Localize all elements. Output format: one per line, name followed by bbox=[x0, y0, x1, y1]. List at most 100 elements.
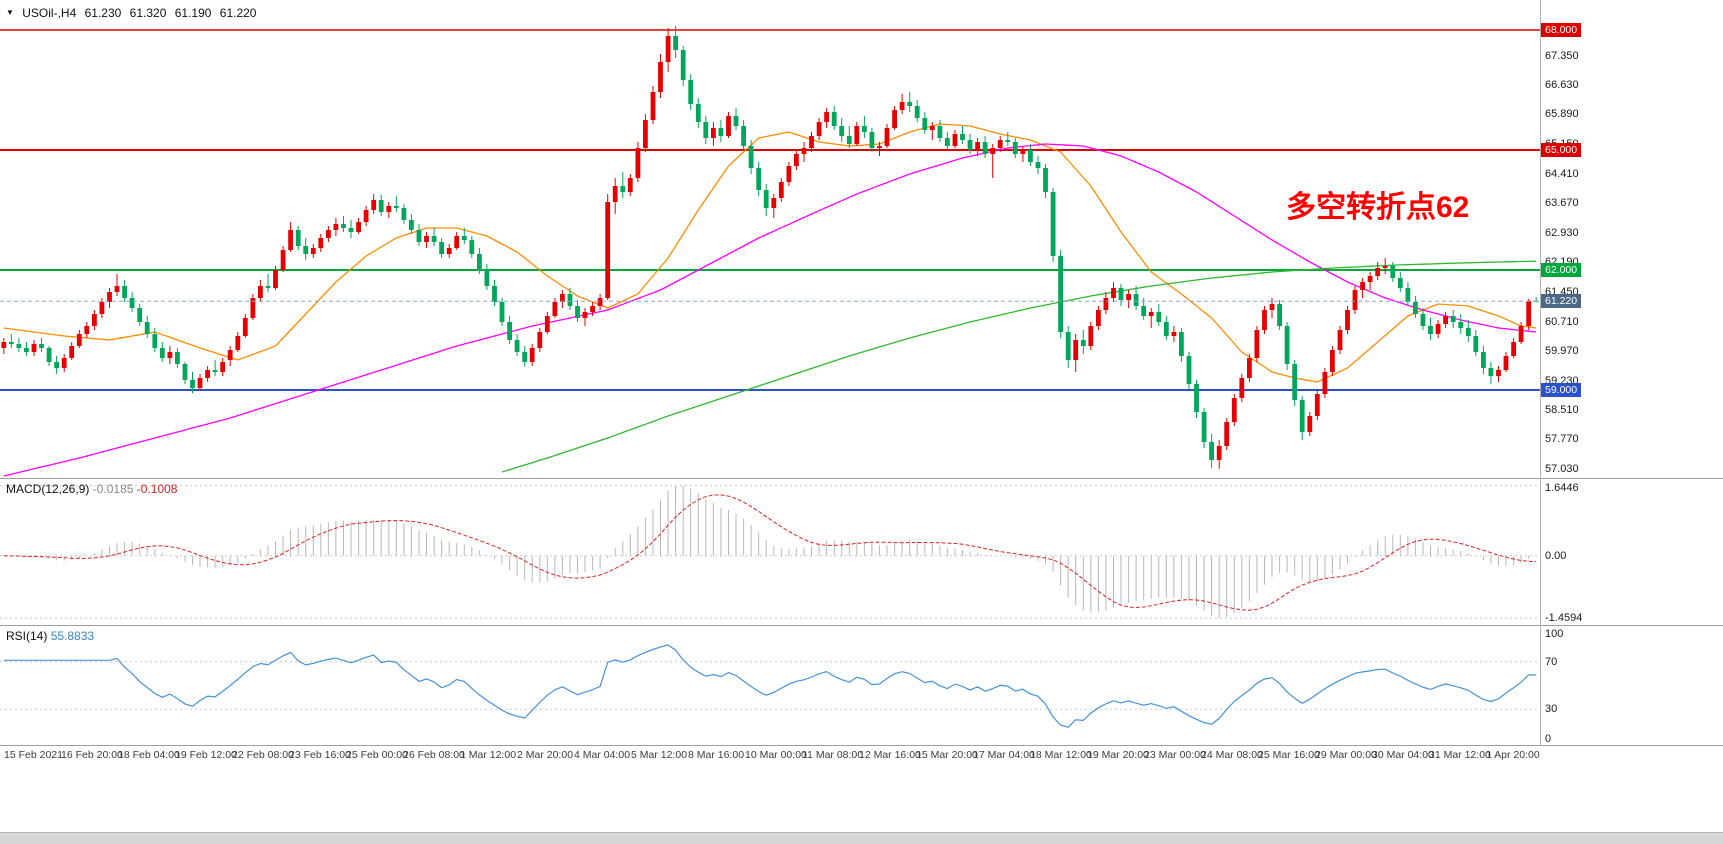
candle-body bbox=[326, 230, 331, 238]
candle-body bbox=[884, 128, 890, 146]
fast-ma-orange bbox=[3, 123, 1537, 383]
candle-body bbox=[597, 298, 603, 306]
candle-body bbox=[937, 126, 943, 138]
candle-body bbox=[137, 308, 143, 322]
price-scale-label: 65.890 bbox=[1545, 108, 1579, 121]
candle-body bbox=[665, 36, 671, 62]
candle-body bbox=[1209, 442, 1214, 460]
candle-body bbox=[1194, 384, 1199, 412]
candle-body bbox=[1481, 352, 1486, 368]
candle-body bbox=[1307, 416, 1313, 432]
candle-body bbox=[1269, 304, 1275, 310]
candle-body bbox=[945, 138, 950, 146]
candle-body bbox=[711, 128, 716, 138]
rsi-scale-label: 70 bbox=[1545, 655, 1558, 668]
candle-body bbox=[1020, 150, 1026, 154]
candle-body bbox=[461, 236, 467, 240]
candle-body bbox=[778, 182, 784, 198]
candle-body bbox=[454, 236, 460, 248]
bottom-scrollbar[interactable] bbox=[0, 832, 1723, 844]
candle-body bbox=[1028, 150, 1033, 162]
candle-body bbox=[310, 248, 316, 254]
price-macd-separator[interactable] bbox=[0, 478, 1723, 479]
candle-body bbox=[54, 362, 59, 368]
candle-body bbox=[1322, 372, 1328, 394]
candle-body bbox=[839, 126, 845, 136]
mid-ma-magenta bbox=[3, 143, 1537, 477]
candle-body bbox=[1224, 422, 1230, 446]
candle-body bbox=[695, 104, 701, 122]
candle-body bbox=[46, 348, 52, 362]
candle-body bbox=[235, 336, 241, 350]
candle-body bbox=[575, 306, 580, 318]
x-axis-label: 19 Mar 20:00 bbox=[1087, 749, 1149, 761]
candle-body bbox=[1526, 300, 1532, 326]
candle-body bbox=[242, 318, 248, 336]
candle-body bbox=[76, 334, 82, 346]
candle-body bbox=[756, 168, 762, 190]
price-scale-label: 62.930 bbox=[1545, 226, 1579, 239]
candle-body bbox=[816, 122, 822, 136]
candle-body bbox=[333, 224, 339, 230]
rsi-axis-separator bbox=[0, 745, 1723, 746]
rsi-scale-label: 0 bbox=[1545, 733, 1552, 745]
candle-body bbox=[582, 312, 588, 318]
symbol-menu-icon[interactable]: ▼ bbox=[6, 8, 14, 17]
x-axis-label: 22 Feb 08:00 bbox=[232, 749, 294, 761]
candle-body bbox=[1133, 294, 1139, 306]
candle-body bbox=[1103, 298, 1109, 310]
candle-body bbox=[1443, 316, 1448, 324]
macd-signal-line bbox=[3, 494, 1537, 611]
candle-body bbox=[1216, 446, 1222, 460]
candle-body bbox=[922, 118, 928, 130]
candle-body bbox=[1239, 378, 1245, 398]
rsi-line bbox=[3, 644, 1537, 728]
candle-body bbox=[1488, 368, 1494, 376]
annotation-text: 多空转折点62 bbox=[1286, 191, 1470, 224]
candle-body bbox=[982, 142, 988, 154]
candle-body bbox=[1518, 326, 1524, 342]
candle-body bbox=[1330, 350, 1335, 372]
candle-body bbox=[1050, 192, 1056, 256]
price-scale-border bbox=[1540, 0, 1541, 746]
candle-body bbox=[16, 344, 22, 348]
x-axis-label: 29 Mar 00:00 bbox=[1315, 749, 1377, 761]
price-scale-label: 63.670 bbox=[1545, 197, 1579, 210]
macd-pane-header: MACD(12,26,9) -0.0185 -0.1008 bbox=[6, 482, 177, 496]
candle-body bbox=[1065, 332, 1071, 360]
x-axis-label: 17 Mar 04:00 bbox=[973, 749, 1035, 761]
rsi-scale-label: 30 bbox=[1545, 703, 1558, 716]
candle-body bbox=[914, 106, 920, 118]
candle-body bbox=[499, 302, 505, 322]
candle-body bbox=[99, 302, 105, 314]
candle-body bbox=[967, 140, 973, 150]
candle-body bbox=[809, 136, 814, 148]
candle-body bbox=[824, 112, 829, 122]
ohlc-close: 61.220 bbox=[219, 6, 257, 20]
macd-rsi-separator[interactable] bbox=[0, 625, 1723, 626]
candle-body bbox=[1080, 340, 1086, 346]
candle-body bbox=[658, 62, 663, 92]
candle-body bbox=[560, 294, 565, 302]
candle-body bbox=[1511, 342, 1516, 356]
candle-body bbox=[492, 286, 497, 302]
ohlc-high: 61.320 bbox=[129, 6, 167, 20]
x-axis-label: 26 Feb 08:00 bbox=[403, 749, 465, 761]
candle-body bbox=[348, 228, 354, 232]
candle-body bbox=[69, 346, 75, 358]
candle-body bbox=[1413, 302, 1418, 314]
candle-body bbox=[175, 352, 180, 364]
candle-body bbox=[1367, 276, 1373, 282]
candle-body bbox=[620, 186, 626, 192]
candle-body bbox=[1096, 310, 1101, 326]
candle-body bbox=[1043, 168, 1048, 192]
candle-body bbox=[688, 80, 694, 104]
candle-body bbox=[1035, 162, 1041, 168]
ohlc-open: 61.230 bbox=[84, 6, 122, 20]
candle-body bbox=[416, 230, 422, 242]
candle-body bbox=[1277, 304, 1282, 326]
candle-body bbox=[318, 238, 324, 248]
candle-body bbox=[522, 352, 528, 362]
chart-canvas[interactable] bbox=[0, 0, 1723, 746]
candle-body bbox=[1435, 324, 1441, 334]
